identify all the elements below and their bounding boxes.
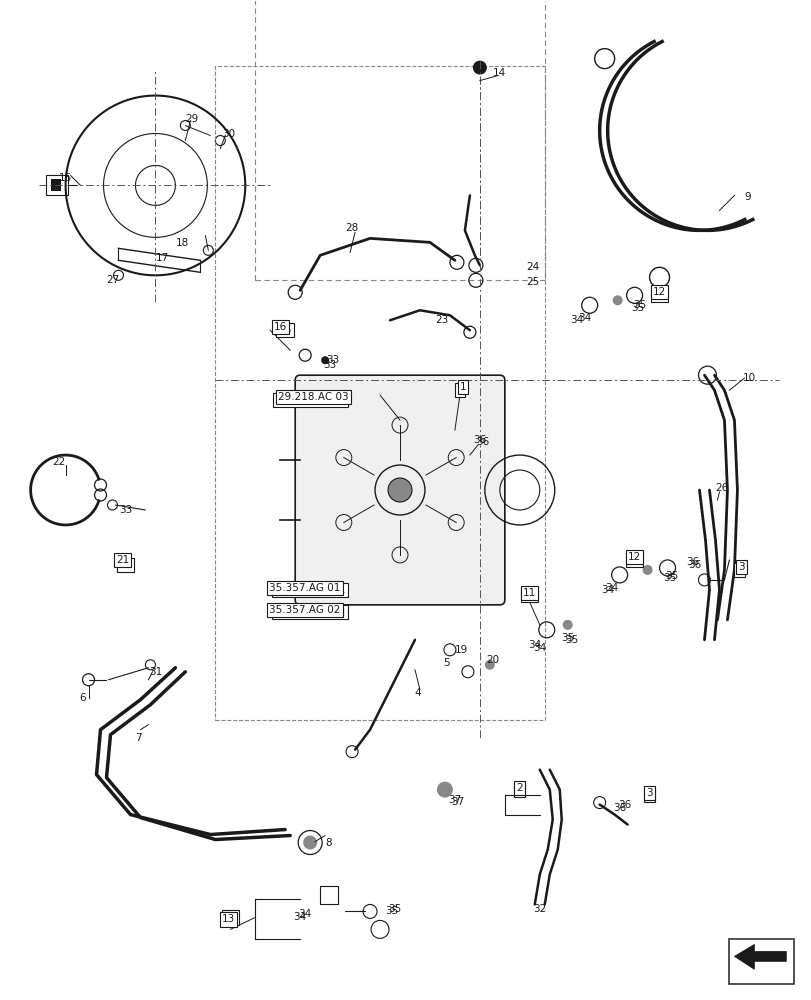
Text: 13: 13 bbox=[221, 914, 234, 924]
Text: 11: 11 bbox=[522, 588, 536, 598]
Bar bbox=[255, 0, 544, 280]
Text: 28: 28 bbox=[345, 223, 358, 233]
Text: 34: 34 bbox=[527, 640, 541, 650]
Text: 34: 34 bbox=[600, 585, 614, 595]
Text: 35.357.AG 02: 35.357.AG 02 bbox=[274, 607, 345, 617]
Text: 12: 12 bbox=[627, 552, 641, 562]
Text: 35: 35 bbox=[630, 303, 643, 313]
Circle shape bbox=[611, 295, 622, 305]
Text: 36: 36 bbox=[617, 800, 630, 810]
Text: 3: 3 bbox=[646, 790, 652, 800]
Text: 37: 37 bbox=[448, 795, 461, 805]
Text: 17: 17 bbox=[156, 253, 169, 263]
Text: 36: 36 bbox=[473, 435, 486, 445]
Text: 35: 35 bbox=[664, 571, 677, 581]
Text: 26: 26 bbox=[714, 483, 727, 493]
Text: 6: 6 bbox=[79, 693, 86, 703]
Text: 13: 13 bbox=[223, 912, 237, 922]
Text: 3: 3 bbox=[737, 562, 744, 572]
Text: 16: 16 bbox=[278, 325, 291, 335]
Text: 1: 1 bbox=[459, 382, 466, 392]
Text: 30: 30 bbox=[221, 129, 234, 139]
Text: 8: 8 bbox=[324, 838, 331, 848]
Text: 22: 22 bbox=[52, 457, 65, 467]
Text: 29.218.AC 03: 29.218.AC 03 bbox=[274, 395, 345, 405]
Bar bbox=[45, 175, 67, 195]
Text: 2: 2 bbox=[516, 783, 522, 793]
Text: 29.218.AC 03: 29.218.AC 03 bbox=[277, 392, 348, 402]
Circle shape bbox=[436, 782, 453, 798]
Text: 31: 31 bbox=[148, 667, 162, 677]
Text: 11: 11 bbox=[522, 590, 536, 600]
Bar bbox=[728, 939, 793, 984]
Text: 19: 19 bbox=[455, 645, 468, 655]
Bar bbox=[320, 886, 337, 904]
Text: 36: 36 bbox=[685, 557, 698, 567]
Text: 35: 35 bbox=[662, 573, 676, 583]
Text: 37: 37 bbox=[451, 797, 464, 807]
Bar bbox=[215, 66, 544, 720]
Text: 34: 34 bbox=[569, 315, 582, 325]
Text: 12: 12 bbox=[627, 555, 641, 565]
Text: 1: 1 bbox=[456, 385, 462, 395]
Text: 36: 36 bbox=[476, 437, 489, 447]
Text: 29: 29 bbox=[186, 114, 199, 124]
Text: 33: 33 bbox=[118, 505, 132, 515]
Text: 18: 18 bbox=[175, 238, 189, 248]
Circle shape bbox=[484, 660, 494, 670]
Text: 35.357.AG 01: 35.357.AG 01 bbox=[274, 585, 345, 595]
FancyBboxPatch shape bbox=[295, 375, 504, 605]
Text: 34: 34 bbox=[577, 313, 590, 323]
Text: 33: 33 bbox=[323, 360, 337, 370]
Text: 21: 21 bbox=[118, 560, 132, 570]
Text: 34: 34 bbox=[604, 583, 617, 593]
Text: 35.357.AG 01: 35.357.AG 01 bbox=[269, 583, 341, 593]
Polygon shape bbox=[733, 944, 785, 969]
Text: 12: 12 bbox=[652, 290, 665, 300]
Text: 3: 3 bbox=[736, 565, 742, 575]
Text: 35: 35 bbox=[564, 635, 577, 645]
Text: 24: 24 bbox=[526, 262, 539, 272]
Text: 9: 9 bbox=[743, 192, 750, 202]
Text: 27: 27 bbox=[105, 275, 119, 285]
Bar bbox=[50, 179, 61, 191]
Circle shape bbox=[562, 620, 572, 630]
Text: 35: 35 bbox=[633, 300, 646, 310]
Text: 3: 3 bbox=[646, 788, 652, 798]
Circle shape bbox=[303, 836, 317, 850]
Text: 2: 2 bbox=[516, 785, 522, 795]
Circle shape bbox=[388, 478, 411, 502]
Text: 32: 32 bbox=[533, 904, 546, 914]
Circle shape bbox=[642, 565, 652, 575]
Text: 25: 25 bbox=[526, 277, 539, 287]
Text: 15: 15 bbox=[59, 173, 72, 183]
Circle shape bbox=[472, 61, 487, 75]
Text: 33: 33 bbox=[326, 355, 339, 365]
Text: 36: 36 bbox=[687, 560, 700, 570]
Text: 34: 34 bbox=[298, 909, 311, 919]
Text: 35: 35 bbox=[385, 906, 398, 916]
Text: 10: 10 bbox=[742, 373, 755, 383]
Text: 34: 34 bbox=[533, 643, 546, 653]
Text: 35: 35 bbox=[388, 904, 401, 914]
Text: 35: 35 bbox=[560, 633, 573, 643]
Text: 16: 16 bbox=[273, 322, 286, 332]
Text: 4: 4 bbox=[414, 688, 421, 698]
Circle shape bbox=[320, 356, 328, 364]
Text: 12: 12 bbox=[652, 287, 665, 297]
Text: 20: 20 bbox=[486, 655, 499, 665]
Text: 5: 5 bbox=[443, 658, 449, 668]
Text: 36: 36 bbox=[612, 803, 625, 813]
Text: 7: 7 bbox=[135, 733, 142, 743]
Text: 21: 21 bbox=[116, 555, 129, 565]
Text: 34: 34 bbox=[294, 912, 307, 922]
Text: 23: 23 bbox=[435, 315, 448, 325]
Text: 35.357.AG 02: 35.357.AG 02 bbox=[269, 605, 341, 615]
Text: 14: 14 bbox=[492, 68, 506, 78]
